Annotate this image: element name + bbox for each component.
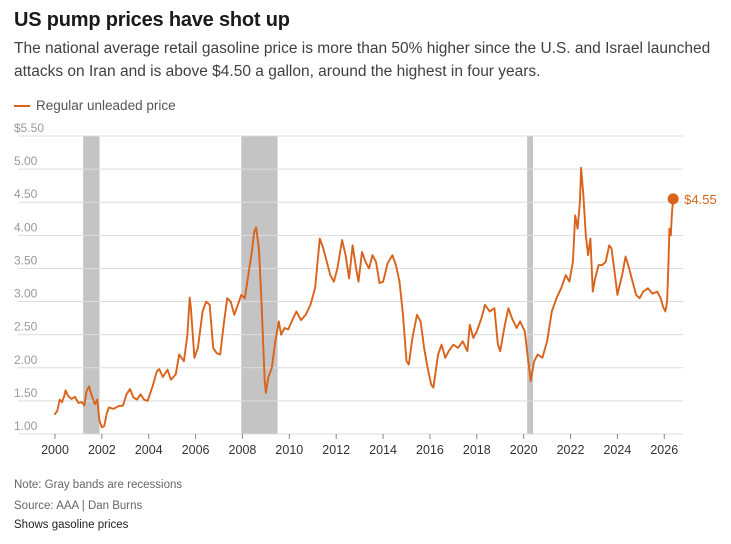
y-tick-label: $5.50 [14, 121, 44, 135]
x-tick-label: 2018 [463, 443, 491, 457]
x-tick-label: 2020 [510, 443, 538, 457]
series-line-regular-unleaded [54, 166, 675, 429]
x-tick-label: 2000 [41, 443, 69, 457]
x-tick-label: 2002 [88, 443, 116, 457]
x-tick-label: 2008 [229, 443, 257, 457]
x-tick-label: 2026 [650, 443, 678, 457]
legend-swatch-line [14, 104, 30, 107]
legend-label: Regular unleaded price [36, 98, 176, 113]
y-tick-label: 4.50 [14, 187, 38, 201]
chart-subtitle: The national average retail gasoline pri… [14, 40, 711, 80]
y-tick-label: 1.50 [14, 386, 38, 400]
x-tick-label: 2022 [557, 443, 585, 457]
footer-note: Note: Gray bands are recessions [14, 479, 183, 491]
line-chart: 1.00 1.50 2.00 2.50 3.00 3.50 4.00 4.50 5.00 $5.5… [14, 121, 717, 457]
recession-band [83, 136, 100, 434]
x-tick-label: 2012 [322, 443, 350, 457]
y-tick-label: 1.00 [14, 419, 38, 433]
x-tick-label: 2006 [182, 443, 210, 457]
footer-source: Source: AAA | Dan Burns [14, 500, 143, 512]
end-point-marker [667, 193, 679, 205]
recession-band [527, 136, 534, 434]
y-tick-label: 2.50 [14, 320, 38, 334]
end-value-label: $4.55 [684, 192, 717, 207]
footer-caption: Shows gasoline prices [14, 519, 129, 531]
y-tick-label: 4.00 [14, 220, 38, 234]
x-tick-label: 2016 [416, 443, 444, 457]
chart-title: US pump prices have shot up [14, 9, 290, 31]
legend: Regular unleaded price [14, 98, 176, 113]
y-tick-label: 3.50 [14, 253, 38, 267]
x-tick-label: 2010 [275, 443, 303, 457]
x-tick-label: 2024 [603, 443, 631, 457]
x-tick-label: 2004 [135, 443, 163, 457]
y-tick-label: 2.00 [14, 353, 38, 367]
y-tick-label: 3.00 [14, 287, 38, 301]
y-tick-label: 5.00 [14, 154, 38, 168]
x-tick-label: 2014 [369, 443, 397, 457]
